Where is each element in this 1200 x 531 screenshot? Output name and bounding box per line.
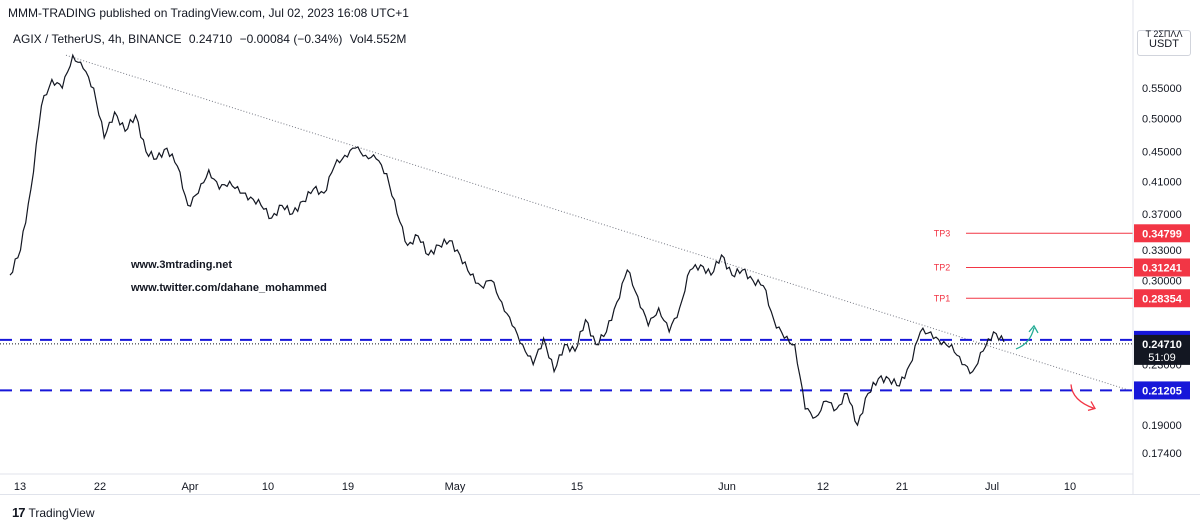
y-tick-label: 0.33000 [1142, 245, 1182, 257]
y-tick-label: 0.19000 [1142, 420, 1182, 432]
x-tick-label: 19 [342, 481, 354, 493]
bullish-arrow [1015, 327, 1035, 350]
y-tick-label: 0.37000 [1142, 209, 1182, 221]
y-tick-label: 0.55000 [1142, 83, 1182, 95]
price-series-line [9, 53, 1005, 427]
watermark-twitter: www.twitter.com/dahane_mohammed [131, 282, 327, 294]
x-tick-label: Apr [181, 481, 198, 493]
x-tick-label: 15 [571, 481, 583, 493]
support-level-label: 0.21205 [1142, 385, 1182, 397]
tradingview-logo-icon: 17 [12, 505, 26, 520]
countdown-label: 51:09 [1148, 352, 1176, 364]
y-tick-label: 0.17400 [1142, 448, 1182, 460]
volume: Vol4.552M [349, 32, 407, 46]
x-tick-label: 10 [1064, 481, 1076, 493]
y-tick-label: 0.41000 [1142, 176, 1182, 188]
tradingview-logo-text: TradingView [28, 505, 95, 520]
price-axis[interactable]: 0.55000 0.50000 0.45000 0.41000 0.37000 0.330… [1132, 0, 1182, 495]
x-tick-label: 13 [14, 481, 26, 493]
price-series-layer [9, 53, 1005, 427]
watermark-website: www.3mtrading.net [131, 259, 233, 271]
target-label: 0.31241 [1142, 262, 1182, 274]
x-tick-label: Jun [718, 481, 736, 493]
last-price-label: 0.24710 [1142, 339, 1182, 351]
target-badge [1134, 289, 1190, 308]
currency-top: T 2ΣΠΛΛ [1145, 28, 1183, 39]
target-badge [1134, 224, 1190, 243]
currency-label: USDT [1149, 37, 1179, 50]
target-name: TP3 [934, 228, 951, 238]
footer: 17 TradingView [0, 494, 1200, 531]
target-name: TP1 [934, 293, 951, 303]
time-axis[interactable]: 13 22 Apr 10 19 May 15 Jun 12 21 Jul 10 [0, 473, 1133, 493]
tradingview-logo[interactable]: 17 TradingView [12, 505, 95, 520]
x-tick-label: Jul [985, 481, 999, 493]
bullish-arrowhead [1028, 324, 1039, 334]
publish-line: MMM-TRADING published on TradingView.com… [8, 6, 409, 20]
x-tick-label: 22 [94, 481, 106, 493]
last-price: 0.24710 [188, 32, 233, 46]
target-name: TP2 [934, 262, 951, 272]
bearish-arrowhead [1087, 401, 1096, 412]
targets-layer: TP3 0.34799 TP2 0.31241 TP1 0.28354 [934, 224, 1190, 308]
y-tick-label: 0.45000 [1142, 147, 1182, 159]
symbol-name[interactable]: AGIX / TetherUS, 4h, BINANCE [13, 32, 182, 46]
x-tick-label: 21 [896, 481, 908, 493]
target-badge [1134, 258, 1190, 277]
last-price-badge [1134, 334, 1190, 365]
price-change: −0.00084 (−0.34%) [239, 32, 343, 46]
support-level-badge [1134, 381, 1190, 400]
target-label: 0.34799 [1142, 228, 1182, 240]
symbol-bar: AGIX / TetherUS, 4h, BINANCE 0.24710 −0.… [13, 32, 410, 46]
currency-selector[interactable]: T 2ΣΠΛΛ USDT [1137, 28, 1191, 56]
bearish-arrow [1070, 384, 1095, 410]
x-tick-label: 10 [262, 481, 274, 493]
scenario-arrows-layer [1015, 324, 1096, 412]
target-label: 0.28354 [1142, 293, 1183, 305]
y-tick-label: 0.50000 [1142, 113, 1182, 125]
y-tick-label: 0.23000 [1142, 360, 1182, 372]
x-tick-label: 12 [817, 481, 829, 493]
x-tick-label: May [445, 481, 466, 493]
y-tick-label: 0.30000 [1142, 275, 1182, 287]
